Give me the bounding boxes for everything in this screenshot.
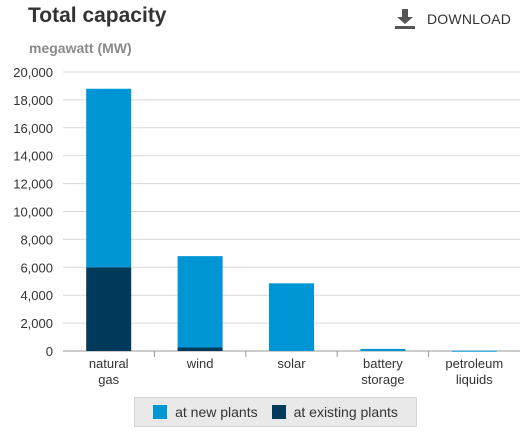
legend-label-existing-plants: at existing plants xyxy=(293,404,398,420)
chart-legend: at new plants at existing plants xyxy=(134,397,417,427)
x-tick-label: natural gas xyxy=(89,356,129,387)
bar-new-1 xyxy=(177,256,223,348)
bar-new-2 xyxy=(269,283,314,351)
bar-existing-1 xyxy=(177,347,223,351)
legend-swatch-existing-plants xyxy=(271,405,286,419)
x-tick-label: wind xyxy=(186,356,214,371)
legend-label-new-plants: at new plants xyxy=(175,404,258,420)
chart-title: Total capacity xyxy=(28,4,167,27)
y-tick-label: 10,000 xyxy=(13,205,53,220)
bar-new-4 xyxy=(451,350,497,352)
x-tick-label-line: solar xyxy=(277,356,306,371)
x-tick-label-line: storage xyxy=(361,372,404,387)
x-tick-label-line: petroleum xyxy=(445,356,503,371)
legend-item-existing-plants[interactable]: at existing plants xyxy=(271,404,398,420)
y-tick-label: 6,000 xyxy=(20,260,53,275)
y-tick-label: 12,000 xyxy=(13,177,53,192)
y-tick-label: 14,000 xyxy=(13,149,53,164)
bar-new-0 xyxy=(86,88,132,268)
y-tick-label: 8,000 xyxy=(20,232,53,247)
download-icon xyxy=(395,9,415,29)
x-tick-label-line: gas xyxy=(98,372,119,387)
legend-swatch-new-plants xyxy=(153,405,168,419)
x-tick-label: battery storage xyxy=(361,356,404,387)
bar-existing-0 xyxy=(86,267,132,351)
capacity-bar-chart: 0 2,000 4,000 6,000 8,000 10,000 12,000 14,000 1… xyxy=(13,65,520,387)
units-label: megawatt (MW) xyxy=(29,40,132,56)
y-tick-label: 4,000 xyxy=(20,288,53,303)
y-tick-label: 16,000 xyxy=(13,121,53,136)
download-label: DOWNLOAD xyxy=(427,11,512,27)
x-tick-label: petroleum liquids xyxy=(445,356,503,387)
y-tick-label: 20,000 xyxy=(13,65,53,80)
download-button[interactable]: DOWNLOAD xyxy=(394,8,511,30)
legend-item-new-plants[interactable]: at new plants xyxy=(153,404,258,420)
x-tick-label: solar xyxy=(277,356,306,371)
bar-new-3 xyxy=(360,348,406,351)
x-tick-label-line: wind xyxy=(186,356,214,371)
y-tick-label: 0 xyxy=(46,344,53,359)
x-tick-label-line: battery xyxy=(363,356,403,371)
y-tick-label: 2,000 xyxy=(20,316,53,331)
x-tick-label-line: natural xyxy=(89,356,129,371)
y-tick-label: 18,000 xyxy=(13,93,53,108)
x-tick-label-line: liquids xyxy=(456,372,493,387)
